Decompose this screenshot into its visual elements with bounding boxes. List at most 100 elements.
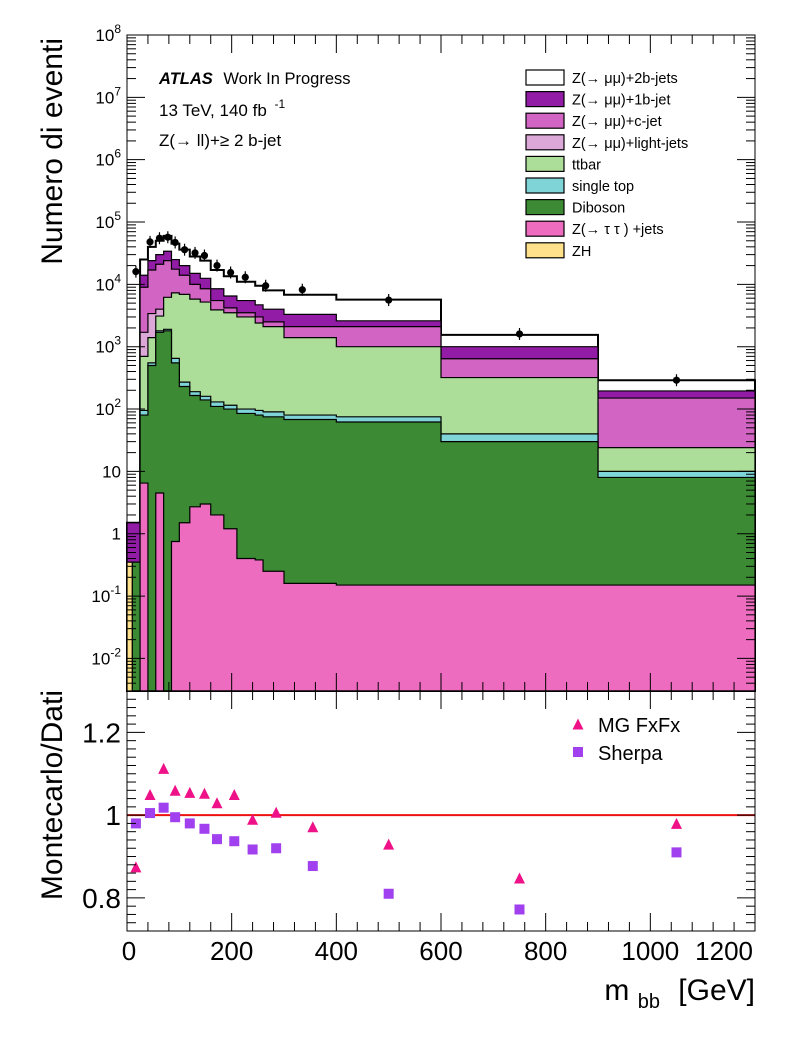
y-tick-label: 107 xyxy=(95,84,121,107)
ratio-point-sherpa xyxy=(158,802,169,813)
y-tick-label: 102 xyxy=(95,396,121,419)
ratio-point-mgfxfx xyxy=(514,872,525,884)
legend-label: Z(→ μμ)+light-jets xyxy=(572,136,688,152)
ratio-y-tick-label: 1 xyxy=(105,800,121,831)
data-point xyxy=(227,268,235,277)
x-tick-label: 800 xyxy=(524,936,567,966)
data-point xyxy=(146,238,154,246)
ratio-point-mgfxfx xyxy=(383,838,395,850)
y-tick-label-base: 10 xyxy=(102,462,121,481)
lumi-exponent: -1 xyxy=(275,97,286,111)
energy-lumi-label: 13 TeV, 140 fb -1 xyxy=(159,97,286,120)
data-points xyxy=(132,231,681,387)
ratio-point-sherpa xyxy=(383,888,394,899)
ratio-point-sherpa xyxy=(671,847,682,858)
atlas-label: ATLAS Work In Progress xyxy=(158,70,351,88)
ratio-point-sherpa xyxy=(247,844,258,855)
y-tick-label-base: 10 xyxy=(95,213,114,232)
ratio-legend-marker xyxy=(573,747,583,757)
data-point xyxy=(155,234,164,242)
x-axis-label: m bb [GeV] xyxy=(604,974,755,1015)
ratio-y-axis-label: Montecarlo/Dati xyxy=(36,690,69,900)
legend-label: Z(→ μμ)+c-jet xyxy=(572,114,662,130)
y-tick-label: 103 xyxy=(95,334,121,357)
y-tick-label-base: 10 xyxy=(91,587,110,606)
x-tick-label: 1200 xyxy=(695,936,753,966)
data-point xyxy=(164,233,172,241)
legend-label: Z(→ τ τ ) +jets xyxy=(572,222,664,238)
y-tick-label-exponent: -1 xyxy=(110,583,121,597)
x-axis-label-unit: [GeV] xyxy=(678,974,755,1007)
legend-swatch xyxy=(525,155,565,172)
y-tick-label-base: 10 xyxy=(95,338,114,357)
ratio-point-sherpa xyxy=(229,836,240,847)
region-label: Z(→ ll)+≥ 2 b-jet xyxy=(159,131,281,150)
legend-label: Z(→ μμ)+1b-jet xyxy=(572,93,671,109)
ratio-point-mgfxfx xyxy=(247,813,259,825)
y-tick-label-exponent: 3 xyxy=(114,334,121,348)
main-y-axis-label: Numero di eventi xyxy=(36,38,69,265)
x-tick-label: 1000 xyxy=(621,936,679,966)
y-tick-label: 106 xyxy=(95,147,121,170)
legend-label: Diboson xyxy=(572,201,625,217)
legend-swatch xyxy=(525,177,565,194)
ratio-point-sherpa xyxy=(170,812,181,823)
y-tick-label-exponent: 5 xyxy=(114,209,121,223)
ratio-point-sherpa xyxy=(212,834,223,845)
main-legend: Z(→ μμ)+2b-jets Z(→ μμ)+1b-jet Z(→ μμ)+c-j… xyxy=(525,69,688,260)
data-point xyxy=(672,376,681,384)
ratio-y-tick-label: 1.2 xyxy=(82,717,121,748)
y-tick-label: 104 xyxy=(95,271,121,294)
legend-label: Z(→ μμ)+2b-jets xyxy=(572,71,678,87)
y-tick-label-exponent: 8 xyxy=(114,22,121,36)
y-tick-label-base: 10 xyxy=(95,26,114,45)
stack-layer-z-jets xyxy=(126,482,756,692)
data-point xyxy=(200,251,209,260)
data-point xyxy=(180,246,189,254)
ratio-point-mgfxfx xyxy=(211,797,223,809)
x-axis-label-subscript: bb xyxy=(638,991,660,1013)
x-tick-labels: 0 200 400 600 800 1000 1200 xyxy=(122,936,753,966)
legend-swatch xyxy=(525,90,565,108)
ratio-point-sherpa xyxy=(271,843,282,854)
ratio-legend: MG FxFx Sherpa xyxy=(572,715,680,765)
x-tick-label: 600 xyxy=(419,936,462,966)
energy-lumi-text: 13 TeV, 140 fb xyxy=(159,101,267,120)
y-tick-label-base: 10 xyxy=(95,275,114,294)
stacked-histogram-layers xyxy=(126,234,756,692)
x-tick-label: 200 xyxy=(210,936,253,966)
data-point xyxy=(241,273,249,281)
ratio-point-mgfxfx xyxy=(270,806,282,818)
y-tick-label-base: 10 xyxy=(95,151,114,170)
legend-label: ZH xyxy=(572,244,591,260)
legend-swatch xyxy=(525,199,565,216)
ratio-point-sherpa xyxy=(199,823,210,834)
ratio-legend-marker xyxy=(572,718,584,730)
ratio-point-sherpa xyxy=(307,861,318,872)
main-axes-ticks xyxy=(126,34,756,692)
y-tick-label: 108 xyxy=(95,22,121,45)
y-tick-label-exponent: -2 xyxy=(110,645,121,659)
x-axis-label-main: m xyxy=(604,974,629,1007)
ratio-y-tick-label: 0.8 xyxy=(82,883,121,914)
y-tick-label: 1 xyxy=(112,525,121,544)
y-tick-label-exponent: 7 xyxy=(114,84,121,98)
y-tick-label-base: 1 xyxy=(112,525,121,544)
y-tick-label: 10-2 xyxy=(91,645,121,668)
atlas-status: Work In Progress xyxy=(223,70,350,88)
data-point xyxy=(171,238,179,247)
ratio-point-sherpa xyxy=(145,808,156,819)
ratio-legend-label: MG FxFx xyxy=(598,715,680,737)
legend-label: single top xyxy=(572,179,634,195)
y-tick-label: 105 xyxy=(95,209,121,232)
legend-swatch xyxy=(525,112,565,129)
y-tick-label-exponent: 6 xyxy=(114,147,121,161)
ratio-points xyxy=(130,762,682,915)
x-tick-label: 400 xyxy=(315,936,358,966)
ratio-point-mgfxfx xyxy=(228,788,240,800)
ratio-point-mgfxfx xyxy=(158,762,170,774)
y-tick-label: 10 xyxy=(102,462,121,481)
